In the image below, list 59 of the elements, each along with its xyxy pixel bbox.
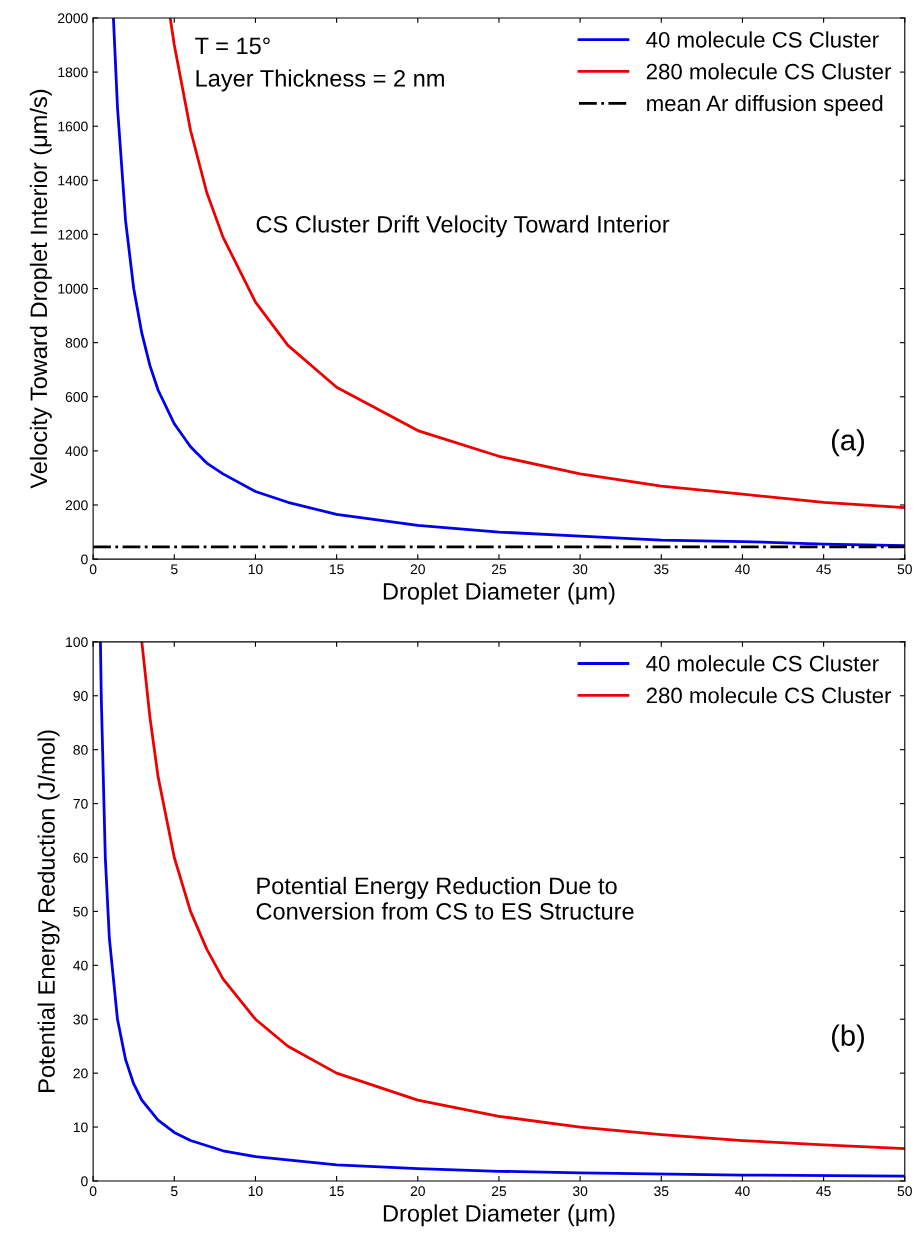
legend-label: 40 molecule CS Cluster	[646, 31, 879, 48]
y-tick-label: 1600	[58, 121, 88, 132]
y-tick-label: 1200	[58, 229, 88, 240]
x-tick-label: 35	[654, 564, 669, 575]
y-tick-label: 100	[66, 637, 88, 648]
legend-label: 280 molecule CS Cluster	[646, 63, 892, 80]
y-tick-label: 90	[73, 691, 88, 701]
annotation: (b)	[831, 1024, 864, 1052]
legend-label: mean Ar diffusion speed	[647, 94, 883, 116]
x-tick-label: 45	[816, 1186, 831, 1197]
y-tick-label: 70	[73, 798, 88, 809]
y-tick-label: 30	[73, 1014, 88, 1025]
y-tick-label: 1400	[58, 175, 88, 186]
legend-label: 280 molecule CS Cluster	[646, 687, 892, 704]
x-tick-label: 15	[329, 564, 344, 575]
y-tick-label: 400	[65, 446, 88, 457]
x-axis-title: Droplet Diameter (μm)	[383, 1204, 615, 1227]
x-tick-label: 25	[491, 564, 507, 575]
x-tick-label: 10	[248, 564, 263, 575]
y-tick-label: 1000	[58, 283, 88, 294]
annotation: Layer Thickness = 2 nm	[196, 69, 444, 92]
y-tick-label: 600	[65, 392, 88, 402]
y-axis-title: Velocity Toward Droplet Interior (μm/s)	[29, 89, 52, 489]
x-tick-label: 50	[897, 564, 912, 575]
y-tick-label: 200	[65, 500, 88, 511]
y-tick-label: 80	[73, 745, 88, 755]
x-tick-label: 25	[491, 1186, 507, 1197]
y-tick-label: 50	[73, 906, 88, 917]
annotation: Potential Energy Reduction Due to Conversion from CS to ES Structure	[256, 876, 634, 920]
annotation: T = 15°	[195, 37, 270, 55]
y-tick-label: 0	[81, 554, 88, 565]
x-tick-label: 45	[816, 564, 831, 575]
x-tick-label: 10	[248, 1186, 263, 1197]
y-tick-label: 60	[73, 852, 88, 863]
x-tick-label: 0	[89, 564, 97, 575]
x-tick-label: 20	[410, 1186, 425, 1197]
y-axis-title: Potential Energy Reduction (J/mol)	[37, 730, 60, 1092]
x-tick-label: 5	[170, 1186, 178, 1197]
x-tick-label: 35	[654, 1186, 669, 1197]
x-tick-label: 30	[572, 1186, 588, 1197]
x-tick-label: 0	[89, 1186, 97, 1197]
y-tick-label: 800	[65, 337, 88, 348]
y-tick-label: 20	[73, 1068, 88, 1079]
x-axis-title: Droplet Diameter (μm)	[383, 582, 615, 605]
annotation: (a)	[831, 429, 864, 457]
y-tick-label: 0	[81, 1176, 88, 1187]
x-tick-label: 40	[735, 1186, 750, 1197]
x-tick-label: 50	[897, 1186, 912, 1197]
legend-label: 40 molecule CS Cluster	[646, 655, 879, 672]
x-tick-label: 15	[329, 1186, 344, 1197]
annotation: CS Cluster Drift Velocity Toward Interior	[256, 215, 670, 238]
y-tick-label: 2000	[58, 13, 88, 24]
y-tick-label: 1800	[58, 67, 88, 78]
x-tick-label: 30	[572, 564, 588, 575]
y-tick-label: 10	[73, 1122, 88, 1133]
y-tick-label: 40	[73, 960, 88, 971]
x-tick-label: 20	[410, 564, 425, 575]
x-tick-label: 40	[735, 564, 750, 575]
x-tick-label: 5	[170, 564, 178, 575]
